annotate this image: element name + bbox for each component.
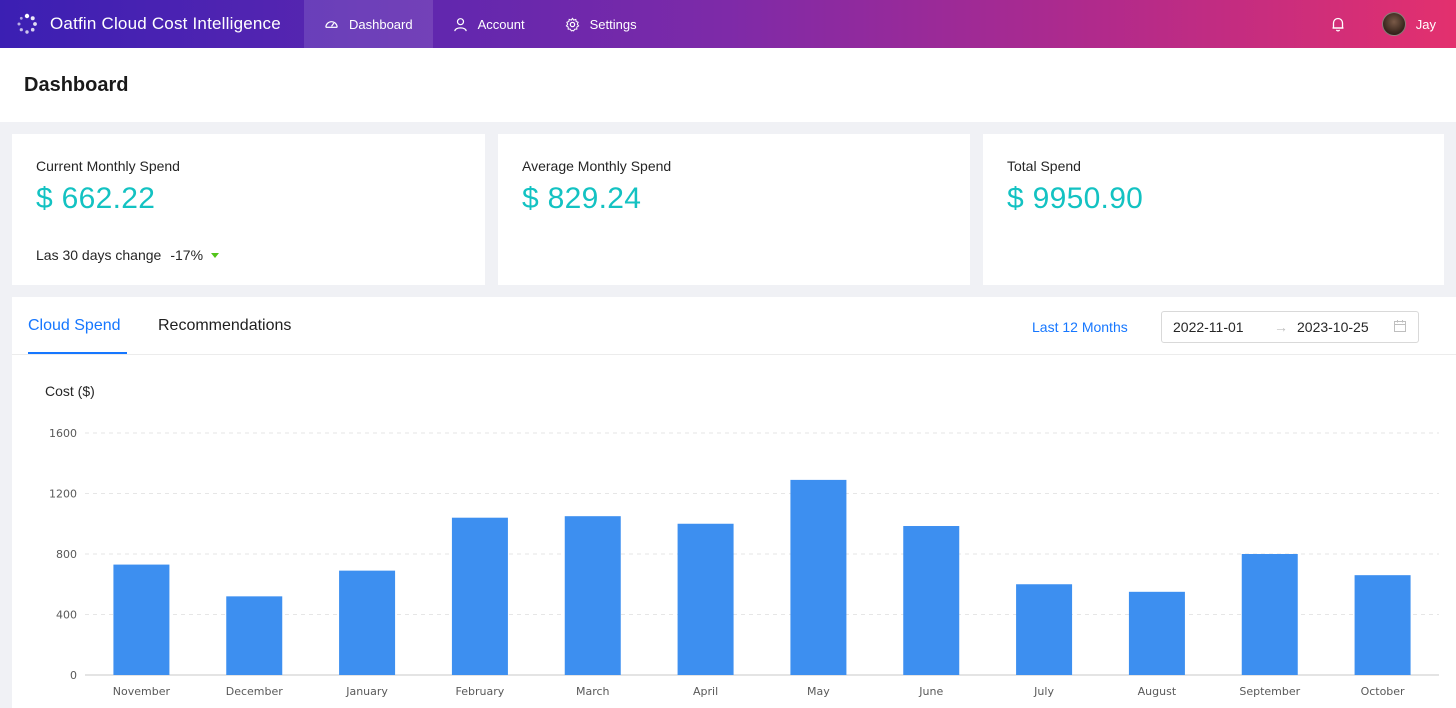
y-axis-title: Cost ($) — [45, 383, 95, 399]
bar-april[interactable] — [677, 523, 734, 675]
x-tick-label: July — [1033, 685, 1054, 698]
bar-march[interactable] — [564, 516, 621, 675]
bar-july[interactable] — [1016, 584, 1073, 675]
tab-bar: Cloud Spend Recommendations Last 12 Mont… — [12, 297, 1456, 355]
tab-cloud-spend[interactable]: Cloud Spend — [28, 317, 121, 334]
bar-may[interactable] — [790, 479, 847, 675]
bar-february[interactable] — [451, 517, 508, 675]
x-tick-label: June — [918, 685, 943, 698]
change-value: -17% — [170, 247, 204, 263]
x-tick-label: October — [1361, 685, 1405, 698]
start-date-input[interactable]: 2022-11-01 — [1173, 319, 1244, 335]
spend-panel: Cloud Spend Recommendations Last 12 Mont… — [12, 297, 1456, 708]
bar-january[interactable] — [339, 570, 396, 675]
x-tick-label: February — [456, 685, 505, 698]
nav-item-dashboard[interactable]: Dashboard — [304, 0, 433, 48]
bar-august[interactable] — [1128, 591, 1185, 675]
avatar — [1381, 12, 1406, 36]
date-range-picker[interactable]: 2022-11-01 → 2023-10-25 — [1161, 311, 1419, 343]
top-navbar: Oatfin Cloud Cost Intelligence Dashboard… — [0, 0, 1456, 48]
bar-october[interactable] — [1354, 575, 1411, 675]
card-label: Average Monthly Spend — [522, 158, 672, 174]
bar-june[interactable] — [903, 526, 960, 675]
y-tick-label: 400 — [56, 609, 77, 622]
x-tick-label: December — [226, 685, 284, 698]
user-name: Jay — [1415, 16, 1436, 32]
active-tab-indicator — [28, 352, 127, 354]
app-title: Oatfin Cloud Cost Intelligence — [50, 14, 281, 33]
user-icon — [453, 17, 467, 31]
card-value: $ 662.22 — [36, 182, 156, 215]
bar-september[interactable] — [1241, 554, 1298, 675]
x-tick-label: November — [113, 685, 171, 698]
x-tick-label: May — [807, 685, 830, 698]
nav-item-settings[interactable]: Settings — [545, 0, 657, 48]
nav-label: Account — [477, 16, 525, 32]
y-tick-label: 1600 — [49, 427, 77, 440]
arrow-right-icon: → — [1274, 319, 1288, 335]
card-value: $ 9950.90 — [1007, 182, 1144, 215]
change-indicator: Las 30 days change -17% — [36, 247, 220, 263]
calendar-icon[interactable] — [1393, 319, 1407, 336]
x-tick-label: April — [693, 685, 718, 698]
caret-down-icon — [211, 252, 220, 258]
x-tick-label: August — [1138, 685, 1177, 698]
card-label: Current Monthly Spend — [36, 158, 180, 174]
tab-recommendations[interactable]: Recommendations — [158, 317, 292, 334]
x-tick-label: March — [576, 685, 610, 698]
x-tick-label: January — [345, 685, 388, 698]
nav-label: Settings — [589, 16, 637, 32]
brand[interactable]: Oatfin Cloud Cost Intelligence — [0, 0, 304, 48]
bar-chart: Cost ($) 0 400 800 1200 1600 November December… — [45, 383, 1439, 698]
cloud-spend-chart: Cost ($) 0 400 800 1200 1600 November December… — [12, 355, 1456, 708]
user-menu[interactable]: Jay — [1381, 12, 1436, 36]
page-header: Dashboard — [0, 48, 1456, 122]
current-monthly-spend-card: Current Monthly Spend $ 662.22 Las 30 da… — [12, 134, 485, 285]
last-12-months-link[interactable]: Last 12 Months — [1032, 319, 1128, 335]
card-value: $ 829.24 — [522, 182, 642, 215]
end-date-input[interactable]: 2023-10-25 — [1297, 319, 1369, 335]
card-label: Total Spend — [1007, 158, 1081, 174]
y-tick-label: 0 — [70, 669, 77, 682]
total-spend-card: Total Spend $ 9950.90 — [983, 134, 1444, 285]
x-tick-label: September — [1239, 685, 1300, 698]
nav-label: Dashboard — [349, 16, 413, 32]
bell-icon[interactable] — [1330, 16, 1346, 32]
bar-december[interactable] — [226, 596, 283, 675]
gear-icon — [565, 17, 579, 31]
average-monthly-spend-card: Average Monthly Spend $ 829.24 — [498, 134, 970, 285]
page-title: Dashboard — [24, 74, 129, 96]
bar-november[interactable] — [113, 564, 170, 675]
change-label: Las 30 days change — [36, 247, 162, 263]
y-tick-label: 800 — [56, 548, 77, 561]
y-tick-label: 1200 — [49, 488, 77, 501]
nav-item-account[interactable]: Account — [433, 0, 545, 48]
dashboard-icon — [325, 20, 338, 28]
logo-icon — [17, 13, 37, 34]
